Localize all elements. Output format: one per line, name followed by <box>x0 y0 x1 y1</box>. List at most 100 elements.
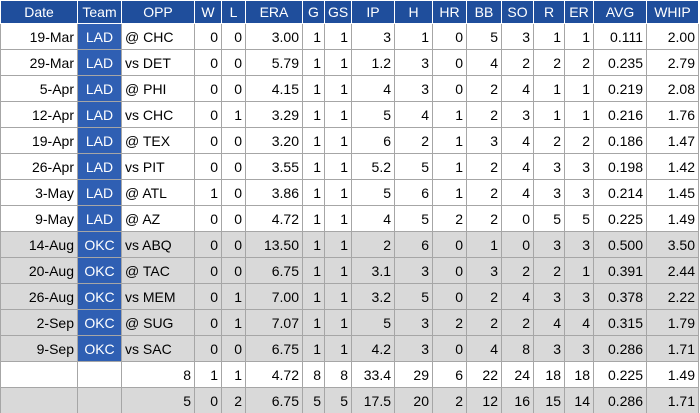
cell: 1 <box>221 309 246 336</box>
cell: 6 <box>394 231 433 258</box>
cell: 1 <box>564 101 594 128</box>
total-cell: 8 <box>302 361 325 388</box>
cell: 2 <box>466 309 502 336</box>
cell: 0.219 <box>593 75 647 102</box>
cell: 14-Aug <box>0 231 78 258</box>
cell: 1 <box>432 179 467 206</box>
header-cell: Date <box>0 0 78 24</box>
cell: OKC <box>77 283 122 310</box>
cell: 9-Sep <box>0 335 78 362</box>
cell: 4 <box>466 49 502 76</box>
cell: 0 <box>221 257 246 284</box>
cell: 1 <box>533 75 565 102</box>
cell: vs CHC <box>121 101 195 128</box>
cell: 4 <box>351 75 395 102</box>
cell: 1 <box>533 23 565 50</box>
cell: 6.75 <box>245 335 303 362</box>
cell: 2.08 <box>646 75 699 102</box>
header-cell: HR <box>432 0 467 24</box>
data-row: 29-Mar LAD vs DET 0 0 5.79 1 1 1.2 3 0 4 2 2 2 0.235 2.7… <box>0 49 699 76</box>
cell: 3 <box>533 179 565 206</box>
cell: @ AZ <box>121 205 195 232</box>
cell: 2 <box>466 75 502 102</box>
total-cell: 33.4 <box>351 361 395 388</box>
total-cell: 29 <box>394 361 433 388</box>
cell: 8 <box>501 335 534 362</box>
total-cell: 6.75 <box>245 387 303 413</box>
cell: 3 <box>394 75 433 102</box>
total-cell: 15 <box>533 387 565 413</box>
cell: 5.2 <box>351 153 395 180</box>
cell: 1 <box>432 101 467 128</box>
cell: 5 <box>351 309 395 336</box>
cell: 2 <box>501 257 534 284</box>
cell: 4 <box>501 127 534 154</box>
empty-cell <box>77 387 122 413</box>
cell: 5-Apr <box>0 75 78 102</box>
cell: OKC <box>77 231 122 258</box>
cell: 3 <box>394 309 433 336</box>
cell: 1 <box>324 283 352 310</box>
total-cell: 4.72 <box>245 361 303 388</box>
cell: 1 <box>324 179 352 206</box>
header-cell: ERA <box>245 0 303 24</box>
cell: 0 <box>194 127 222 154</box>
cell: LAD <box>77 49 122 76</box>
cell: 2.22 <box>646 283 699 310</box>
cell: 19-Apr <box>0 127 78 154</box>
cell: 1 <box>302 179 325 206</box>
cell: 4.15 <box>245 75 303 102</box>
cell: vs SAC <box>121 335 195 362</box>
cell: 1 <box>324 23 352 50</box>
total-cell: 14 <box>564 387 594 413</box>
cell: 1 <box>302 231 325 258</box>
data-row: 2-Sep OKC @ SUG 0 1 7.07 1 1 5 3 2 2 2 4 4 0.315 1.79 <box>0 309 699 336</box>
cell: 1 <box>302 205 325 232</box>
cell: 3 <box>394 49 433 76</box>
cell: 1 <box>221 101 246 128</box>
header-cell: OPP <box>121 0 195 24</box>
cell: 1 <box>533 101 565 128</box>
cell: 1 <box>432 127 467 154</box>
cell: 2 <box>466 153 502 180</box>
cell: 5 <box>394 153 433 180</box>
cell: OKC <box>77 309 122 336</box>
total-cell: 18 <box>564 361 594 388</box>
total-cell: 1.49 <box>646 361 699 388</box>
cell: 0 <box>194 153 222 180</box>
cell: 3 <box>501 23 534 50</box>
cell: 3.29 <box>245 101 303 128</box>
cell: 2 <box>533 257 565 284</box>
cell: LAD <box>77 205 122 232</box>
cell: 1 <box>302 49 325 76</box>
cell: 0 <box>194 101 222 128</box>
table-body: 19-Mar LAD @ CHC 0 0 3.00 1 1 3 1 0 5 3 1 1 0.111 2.00 29… <box>0 23 699 413</box>
cell: 1 <box>302 283 325 310</box>
cell: LAD <box>77 179 122 206</box>
cell: 2 <box>533 49 565 76</box>
header-cell: R <box>533 0 565 24</box>
cell: 1 <box>324 335 352 362</box>
cell: 5 <box>394 283 433 310</box>
cell: 1 <box>194 179 222 206</box>
cell: 0 <box>221 335 246 362</box>
cell: 2 <box>501 309 534 336</box>
cell: 0.378 <box>593 283 647 310</box>
cell: 1.45 <box>646 179 699 206</box>
cell: 4 <box>564 309 594 336</box>
cell: 19-Mar <box>0 23 78 50</box>
cell: 2 <box>466 205 502 232</box>
cell: 4.72 <box>245 205 303 232</box>
data-row: 19-Mar LAD @ CHC 0 0 3.00 1 1 3 1 0 5 3 1 1 0.111 2.00 <box>0 23 699 50</box>
cell: 1.79 <box>646 309 699 336</box>
cell: 2 <box>466 101 502 128</box>
cell: 1 <box>394 23 433 50</box>
cell: 4 <box>501 75 534 102</box>
cell: 0 <box>194 309 222 336</box>
cell: 1.76 <box>646 101 699 128</box>
cell: 1 <box>564 23 594 50</box>
total-cell: 16 <box>501 387 534 413</box>
cell: 3.20 <box>245 127 303 154</box>
cell: 0 <box>221 49 246 76</box>
total-cell: 0.286 <box>593 387 647 413</box>
